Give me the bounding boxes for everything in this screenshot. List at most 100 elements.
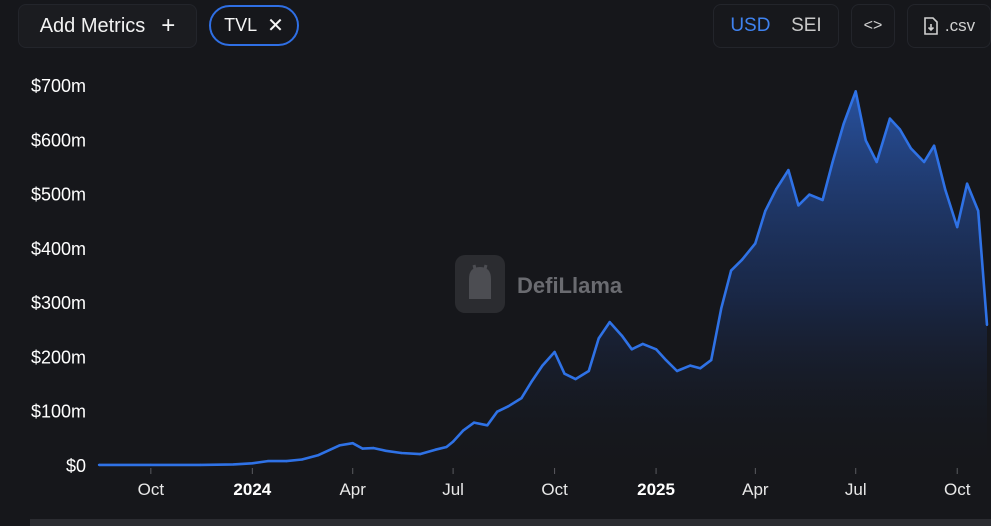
tvl-data-point — [977, 209, 980, 213]
tvl-data-point — [740, 258, 744, 261]
tvl-data-point — [251, 462, 254, 465]
tvl-data-point — [300, 458, 304, 461]
embed-button[interactable]: <> — [851, 4, 895, 48]
metric-chip-label: TVL — [224, 15, 258, 35]
tvl-data-point — [689, 364, 692, 367]
tvl-data-point — [787, 168, 790, 172]
watermark-text: DefiLlama — [517, 273, 623, 298]
tvl-data-point — [199, 463, 202, 467]
y-tick-label: $600m — [31, 130, 86, 150]
tvl-data-point — [445, 445, 448, 449]
toolbar: Add Metrics + TVL ✕ USD SEI <> .csv — [0, 0, 991, 52]
tvl-data-point — [842, 122, 845, 126]
x-tick-label: Oct — [944, 480, 971, 499]
tvl-data-point — [831, 160, 834, 164]
tvl-data-point — [587, 369, 590, 373]
tvl-data-point — [597, 337, 600, 340]
tvl-data-point — [797, 204, 800, 207]
tvl-data-point — [710, 358, 713, 362]
y-tick-label: $0 — [66, 456, 86, 476]
tvl-data-point — [956, 225, 959, 229]
tvl-area-fill — [99, 91, 987, 467]
tvl-data-points — [97, 90, 989, 467]
tvl-data-point — [764, 209, 767, 213]
tvl-data-point — [418, 452, 422, 456]
tvl-data-point — [729, 269, 733, 272]
tvl-data-point — [608, 320, 611, 324]
denomination-usd-button[interactable]: USD — [730, 15, 771, 36]
tvl-data-point — [361, 447, 364, 450]
add-metrics-label: Add Metrics — [39, 14, 146, 37]
tvl-data-point — [675, 369, 679, 373]
tvl-data-point — [754, 242, 757, 245]
code-icon: <> — [863, 17, 883, 34]
y-tick-label: $700m — [31, 76, 86, 96]
y-tick-label: $200m — [31, 347, 86, 367]
tvl-data-point — [400, 451, 403, 455]
tvl-data-point — [864, 139, 867, 142]
tvl-data-point — [520, 396, 523, 400]
tvl-data-point — [720, 307, 723, 310]
add-metrics-button[interactable]: Add Metrics + — [18, 4, 197, 48]
tvl-data-point — [97, 463, 101, 467]
tvl-data-point — [654, 348, 658, 351]
tvl-data-point — [507, 405, 510, 408]
tvl-data-point — [472, 421, 476, 424]
tvl-data-point — [641, 342, 644, 346]
tvl-data-point — [922, 160, 926, 164]
tvl-metric-chip[interactable]: TVL ✕ — [209, 5, 299, 46]
x-tick-label: Apr — [742, 480, 769, 499]
tvl-data-point — [338, 444, 341, 447]
tvl-data-point — [266, 459, 269, 463]
tvl-data-point — [888, 117, 892, 120]
watermark: DefiLlama — [455, 255, 623, 313]
tvl-data-point — [451, 440, 455, 443]
tvl-data-point — [285, 459, 288, 463]
x-tick-label: Jul — [845, 480, 867, 499]
tvl-data-point — [317, 453, 320, 457]
tvl-data-point — [486, 424, 489, 427]
denomination-sei-button[interactable]: SEI — [791, 15, 822, 36]
x-tick-label: 2025 — [637, 480, 675, 499]
plus-icon: + — [161, 12, 176, 39]
tvl-data-point — [149, 463, 152, 467]
tvl-data-point — [985, 323, 989, 327]
y-tick-label: $100m — [31, 402, 86, 422]
tvl-chart[interactable]: $0 $100m $200m $300m $400m $500m $600m $700m Oc… — [0, 52, 991, 518]
tvl-data-point — [351, 442, 354, 445]
tvl-data-point — [563, 372, 566, 375]
tvl-data-point — [372, 446, 375, 450]
tvl-data-point — [496, 410, 499, 413]
tvl-data-point — [775, 187, 778, 191]
tvl-data-point — [699, 367, 702, 370]
x-tick-label: Jul — [442, 480, 464, 499]
tvl-data-point — [620, 334, 624, 337]
tvl-data-point — [530, 380, 533, 384]
tvl-data-point — [898, 128, 902, 131]
download-csv-button[interactable]: .csv — [907, 4, 991, 48]
x-tick-label: Oct — [138, 480, 165, 499]
tvl-data-point — [875, 160, 878, 164]
tvl-data-point — [574, 377, 577, 381]
y-tick-label: $300m — [31, 293, 86, 313]
denomination-toggle: USD SEI — [713, 4, 839, 48]
y-axis: $0 $100m $200m $300m $400m $500m $600m $700m — [31, 76, 86, 476]
tvl-data-point — [909, 147, 913, 150]
x-tick-label: 2024 — [233, 480, 271, 499]
tvl-data-point — [808, 193, 811, 196]
csv-label: .csv — [944, 16, 976, 35]
tvl-data-point — [943, 187, 947, 191]
y-tick-label: $400m — [31, 239, 86, 259]
chart-range-scrollbar[interactable] — [30, 519, 991, 526]
tvl-data-point — [541, 364, 544, 367]
tvl-data-point — [232, 463, 235, 466]
tvl-data-point — [630, 348, 633, 351]
tvl-data-point — [434, 448, 437, 451]
close-icon[interactable]: ✕ — [267, 14, 284, 37]
tvl-data-point — [553, 350, 556, 354]
x-tick-label: Oct — [541, 480, 568, 499]
x-axis: Oct 2024 Apr Jul Oct 2025 Apr Jul Oct — [138, 468, 971, 499]
tvl-data-point — [384, 449, 387, 452]
tvl-data-point — [965, 182, 969, 185]
tvl-data-point — [664, 358, 668, 362]
